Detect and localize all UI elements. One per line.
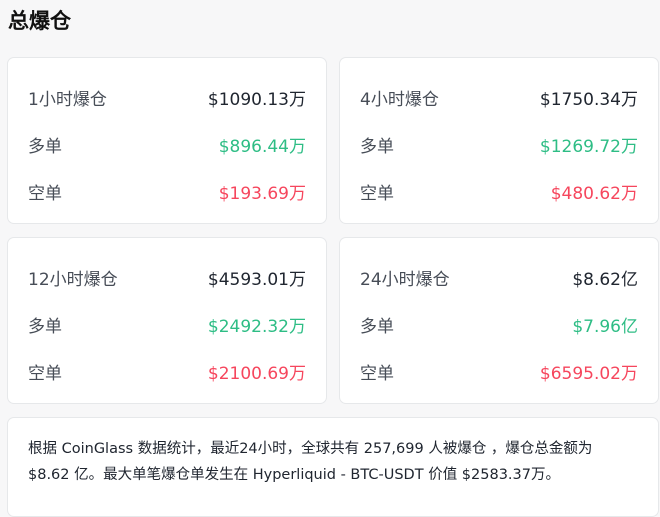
summary-text: 根据 CoinGlass 数据统计，最近24小时，全球共有 257,699 人被… — [28, 436, 638, 488]
long-value: $7.96亿 — [572, 316, 638, 337]
long-value: $1269.72万 — [539, 136, 638, 157]
short-value: $193.69万 — [218, 183, 306, 204]
liquidation-card-12h: 12小时爆仓 $4593.01万 多单 $2492.32万 空单 $2100.69万 — [7, 237, 327, 404]
long-value: $896.44万 — [218, 136, 306, 157]
short-value: $2100.69万 — [207, 363, 306, 384]
short-label: 空单 — [360, 363, 394, 384]
period-label: 1小时爆仓 — [28, 89, 107, 110]
summary-line-1: 根据 CoinGlass 数据统计，最近24小时，全球共有 257,699 人被… — [28, 441, 593, 457]
long-label: 多单 — [28, 316, 62, 337]
total-value: $1090.13万 — [207, 89, 306, 110]
short-label: 空单 — [28, 363, 62, 384]
total-value: $1750.34万 — [539, 89, 638, 110]
short-value: $480.62万 — [550, 183, 638, 204]
long-label: 多单 — [28, 136, 62, 157]
short-label: 空单 — [360, 183, 394, 204]
short-label: 空单 — [28, 183, 62, 204]
period-label: 4小时爆仓 — [360, 89, 439, 110]
liquidation-card-1h: 1小时爆仓 $1090.13万 多单 $896.44万 空单 $193.69万 — [7, 57, 327, 224]
page-title: 总爆仓 — [8, 9, 71, 33]
total-value: $4593.01万 — [207, 269, 306, 290]
total-value: $8.62亿 — [572, 269, 638, 290]
liquidation-card-4h: 4小时爆仓 $1750.34万 多单 $1269.72万 空单 $480.62万 — [339, 57, 659, 224]
liquidation-card-24h: 24小时爆仓 $8.62亿 多单 $7.96亿 空单 $6595.02万 — [339, 237, 659, 404]
period-label: 24小时爆仓 — [360, 269, 450, 290]
long-label: 多单 — [360, 136, 394, 157]
long-label: 多单 — [360, 316, 394, 337]
long-value: $2492.32万 — [207, 316, 306, 337]
summary-card: 根据 CoinGlass 数据统计，最近24小时，全球共有 257,699 人被… — [7, 417, 659, 517]
short-value: $6595.02万 — [539, 363, 638, 384]
summary-line-2: $8.62 亿。最大单笔爆仓单发生在 Hyperliquid - BTC-USD… — [28, 467, 560, 483]
period-label: 12小时爆仓 — [28, 269, 118, 290]
